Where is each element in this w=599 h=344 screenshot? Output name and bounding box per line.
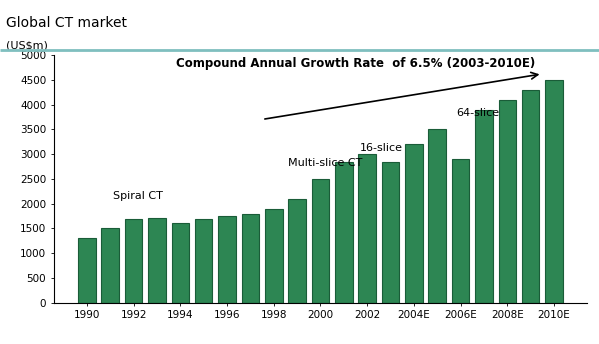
Text: 64-slice: 64-slice	[456, 108, 499, 118]
Bar	[148, 217, 166, 303]
Text: (US$m): (US$m)	[6, 40, 48, 50]
Bar	[171, 224, 189, 303]
Bar	[78, 238, 96, 303]
Bar	[265, 208, 283, 303]
Bar	[358, 154, 376, 303]
Bar	[241, 214, 259, 303]
Bar	[382, 162, 400, 303]
Bar	[522, 90, 540, 303]
Text: Compound Annual Growth Rate  of 6.5% (2003-2010E): Compound Annual Growth Rate of 6.5% (200…	[176, 57, 535, 71]
Bar	[335, 162, 353, 303]
Bar	[545, 80, 563, 303]
Bar	[101, 228, 119, 303]
Bar	[195, 218, 213, 303]
Text: 16-slice: 16-slice	[360, 143, 403, 153]
Text: Spiral CT: Spiral CT	[113, 191, 162, 201]
Bar	[125, 218, 143, 303]
Bar	[428, 129, 446, 303]
Text: Multi-slice CT: Multi-slice CT	[288, 158, 362, 168]
Bar	[498, 100, 516, 303]
Bar	[452, 159, 470, 303]
Bar	[218, 216, 236, 303]
Bar	[405, 144, 423, 303]
Bar	[311, 179, 329, 303]
Bar	[475, 109, 493, 303]
Bar	[288, 199, 306, 303]
Text: Global CT market: Global CT market	[6, 16, 127, 30]
